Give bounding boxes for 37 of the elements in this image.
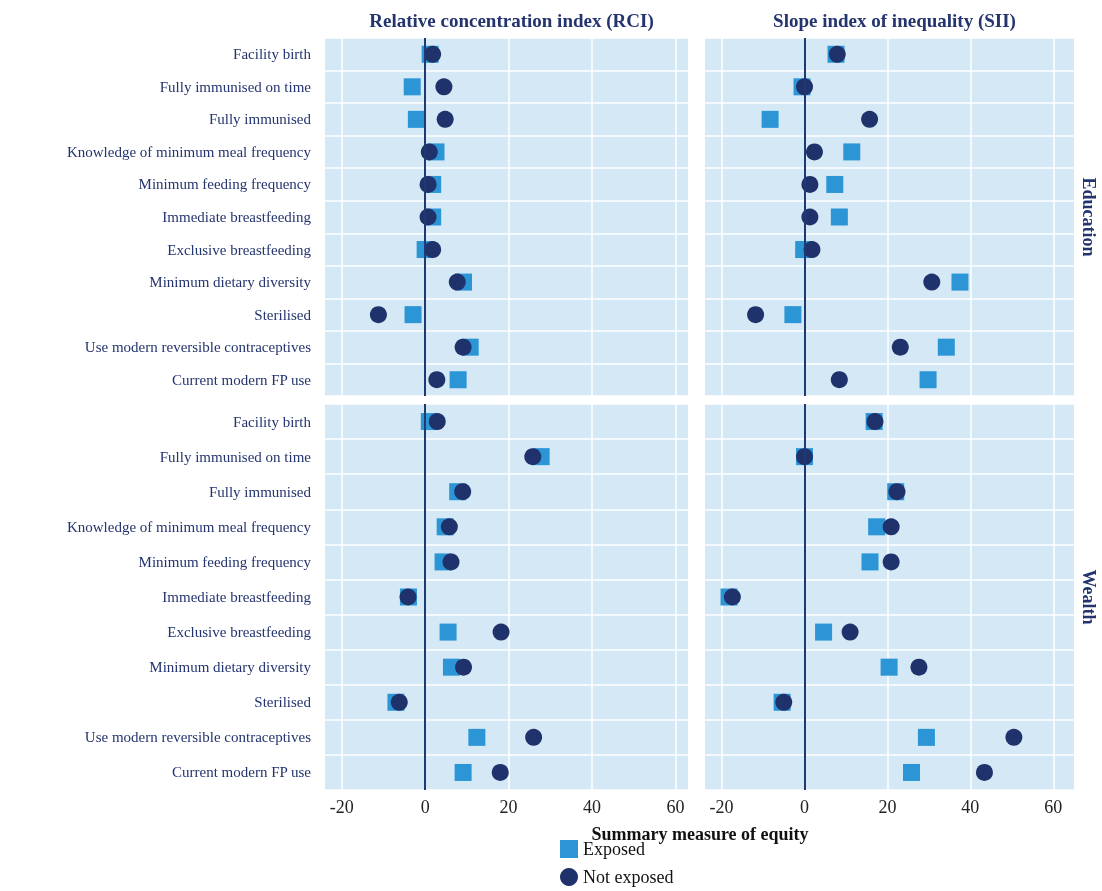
y-tick-label: Minimum feeding frequency [138,553,312,570]
y-tick-label: Use modern reversible contraceptives [84,729,312,746]
x-tick-label: 40 [583,797,602,817]
y-tick-label: Sterilised [254,306,312,323]
y-tick-label: Fully immunised [208,111,312,128]
y-tick-label: Facility birth [233,46,312,63]
y-tick-label: Immediate breastfeeding [162,589,312,605]
y-tick-label: Fully immunised on time [159,448,312,465]
x-tick-label: -20 [329,797,354,817]
y-tick-label: Fully immunised on time [159,78,312,95]
x-tick-label: 20 [499,797,518,817]
y-tick-label: Knowledge of minimum meal frequency [66,518,312,535]
y2-axis-title: Wealth [1079,569,1099,625]
x-tick-label: 0 [420,797,430,817]
x-tick-label: 20 [878,797,897,817]
y-tick-label: Fully immunised [208,483,312,500]
y-tick-label: Minimum dietary diversity [149,274,312,291]
y-tick-label: Use modern reversible contraceptives [84,339,312,356]
y-tick-label: Knowledge of minimum meal frequency [66,143,312,160]
x-tick-label: 60 [666,797,685,817]
x-tick-label: -20 [709,797,734,817]
y-tick-label: Minimum feeding frequency [138,176,312,193]
chart-title: Slope index of inequality (SII) [773,10,1016,32]
legend-label: Not exposed [583,867,674,887]
x-tick-label: 60 [1044,797,1063,817]
x-tick-label: 0 [800,797,810,817]
y-tick-label: Current modern FP use [171,764,312,781]
y-tick-label: Minimum dietary diversity [149,659,312,676]
y-tick-label: Immediate breastfeeding [162,209,312,225]
y-tick-label: Exclusive breastfeeding [167,241,312,258]
y-tick-label: Sterilised [254,694,312,711]
y2-axis-title: Education [1079,177,1099,257]
chart-title: Relative concentration index (RCI) [369,10,654,32]
y-tick-label: Current modern FP use [171,371,312,388]
y-tick-label: Exclusive breastfeeding [167,624,312,641]
x-tick-label: 40 [961,797,980,817]
y-tick-label: Facility birth [233,413,312,430]
